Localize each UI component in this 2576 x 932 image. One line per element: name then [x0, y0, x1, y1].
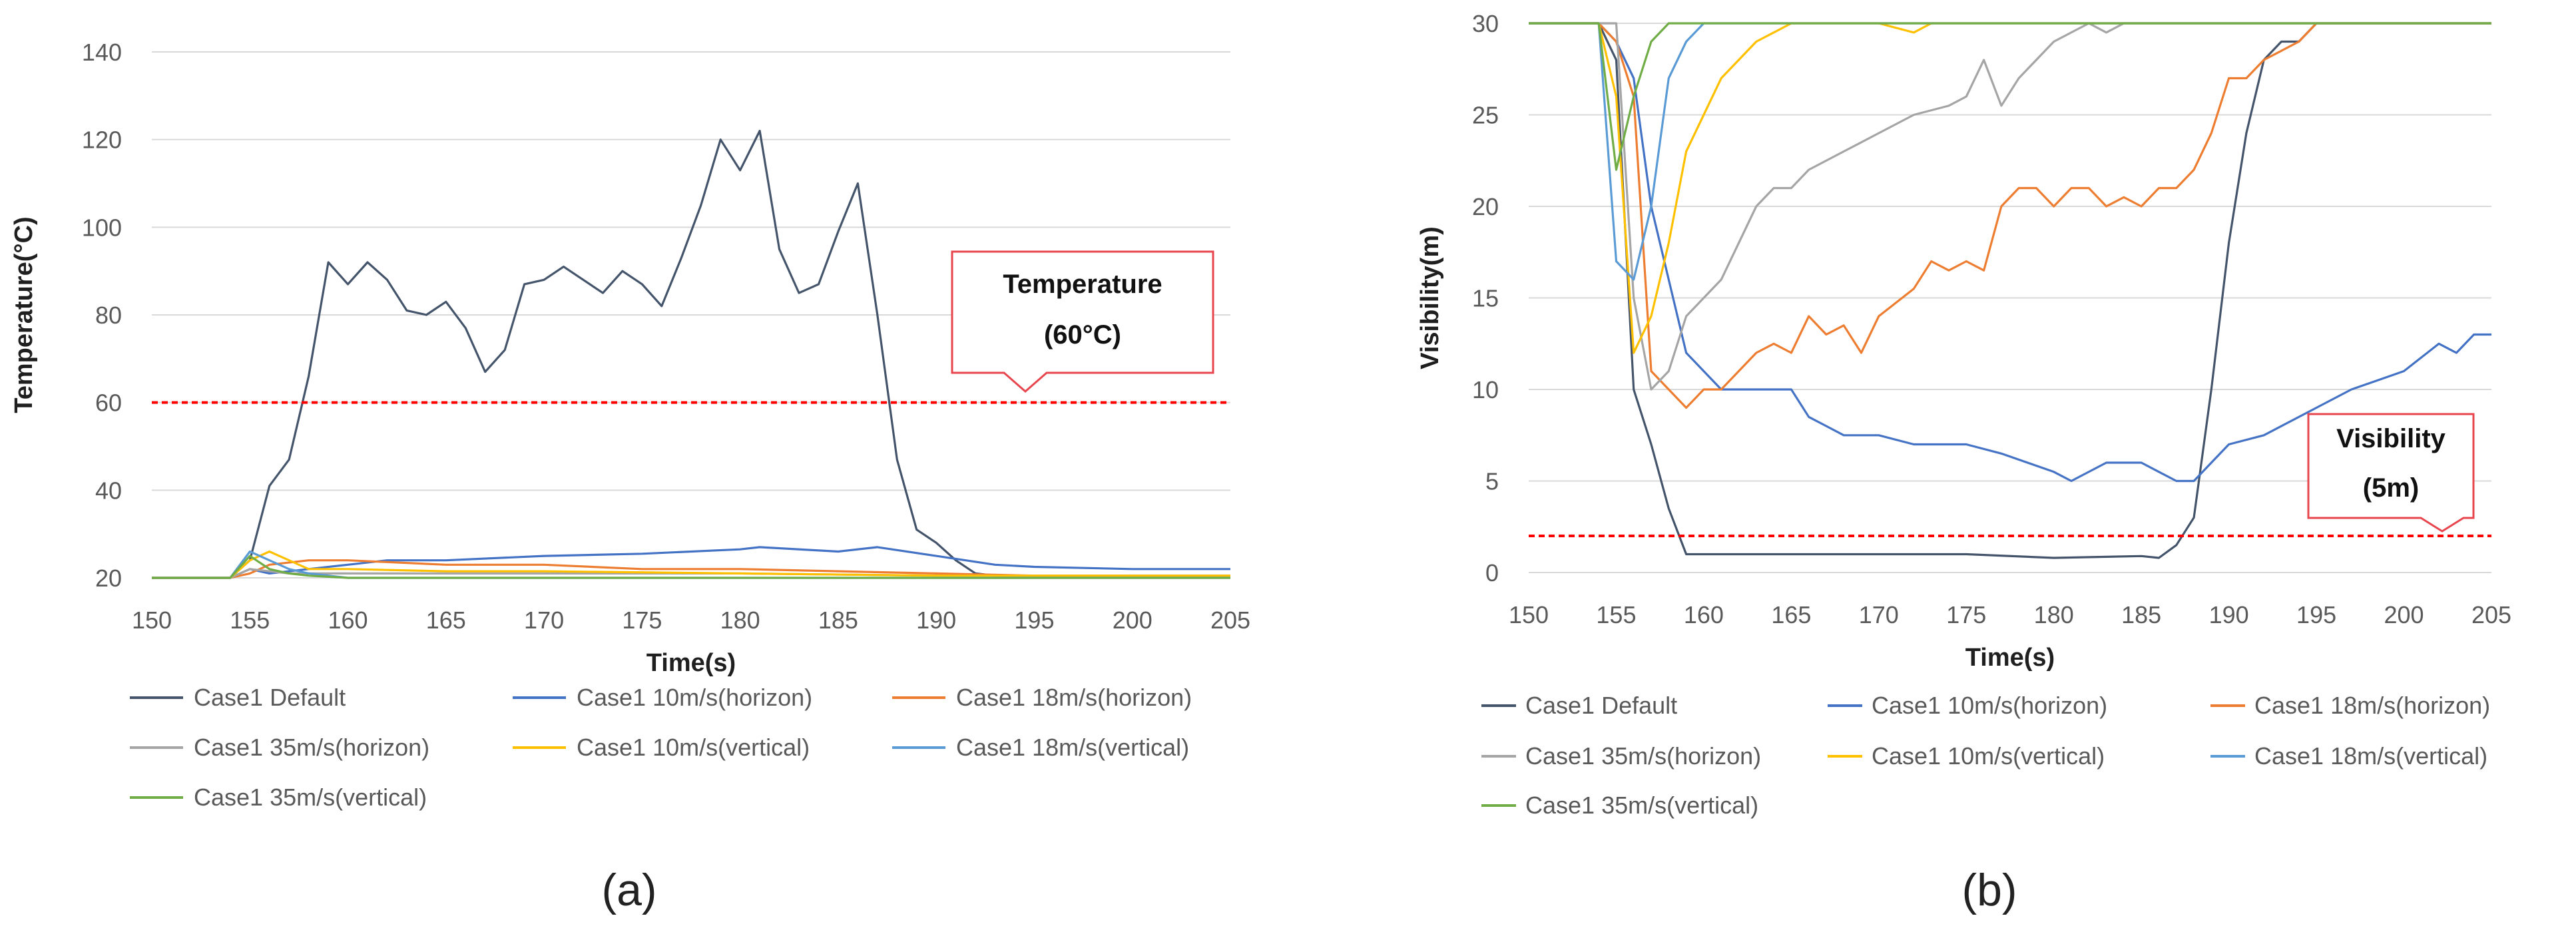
y-tick-label: 5 [1485, 468, 1499, 495]
x-tick-label: 180 [720, 606, 760, 634]
x-tick-label: 150 [1509, 601, 1549, 628]
y-tick-label: 100 [82, 214, 122, 241]
y-tick-label: 25 [1472, 102, 1499, 129]
y-tick-label: 10 [1472, 376, 1499, 403]
x-tick-label: 175 [1946, 601, 1986, 628]
legend-label: Case1 Default [194, 684, 346, 711]
x-tick-label: 190 [916, 606, 956, 634]
panel-label: (a) [601, 865, 656, 915]
x-axis-title: Time(s) [1965, 644, 2055, 672]
x-tick-label: 205 [2471, 601, 2511, 628]
x-tick-label: 185 [2121, 601, 2161, 628]
x-tick-label: 195 [1014, 606, 1054, 634]
series-line-6 [1529, 22, 2491, 281]
legend-label: Case1 10m/s(horizon) [577, 684, 812, 711]
legend-label: Case1 18m/s(vertical) [956, 734, 1189, 761]
callout-label: Temperature [1003, 270, 1162, 299]
chart-panel-a: 20 40 60 80 100 120 140 150 155 160 165 170 175 180 18… [10, 39, 1250, 915]
series-line-3 [1529, 22, 2491, 409]
legend-label: Case1 35m/s(vertical) [1525, 792, 1758, 819]
y-tick-label: 140 [82, 39, 122, 66]
y-tick-label: 0 [1485, 559, 1499, 586]
series-line-7 [152, 555, 1230, 579]
x-tick-label: 170 [1859, 601, 1899, 628]
y-tick-label: 30 [1472, 10, 1499, 37]
legend-label: Case1 35m/s(horizon) [194, 734, 429, 761]
y-tick-label: 20 [95, 565, 122, 592]
x-tick-label: 180 [2034, 601, 2074, 628]
x-tick-label: 190 [2209, 601, 2249, 628]
y-axis-title: Temperature(°C) [10, 216, 38, 413]
x-tick-label: 160 [328, 606, 368, 634]
x-tick-label: 195 [2296, 601, 2336, 628]
legend-label: Case1 10m/s(horizon) [1872, 692, 2107, 719]
threshold-callout [2307, 413, 2475, 533]
y-tick-label: 15 [1472, 285, 1499, 312]
x-tick-label: 160 [1684, 601, 1724, 628]
x-tick-label: 165 [1771, 601, 1811, 628]
series-line-7 [1529, 22, 2491, 171]
chart-panel-b: 0 5 10 15 20 25 30 150 155 160 165 170 175 180 185 190 1… [1416, 10, 2511, 915]
x-axis-title: Time(s) [646, 649, 736, 677]
legend-label: Case1 18m/s(vertical) [2254, 742, 2487, 770]
series-line-1 [152, 129, 1230, 579]
y-tick-label: 60 [95, 389, 122, 417]
series-line-2 [1529, 22, 2491, 483]
x-tick-label: 155 [230, 606, 270, 634]
legend-label: Case1 Default [1525, 692, 1677, 719]
x-tick-label: 205 [1210, 606, 1250, 634]
legend-label: Case1 18m/s(horizon) [2254, 692, 2490, 719]
x-tick-label: 200 [1113, 606, 1153, 634]
callout-label: Visibility [2336, 424, 2446, 453]
x-tick-label: 185 [818, 606, 858, 634]
legend-label: Case1 35m/s(horizon) [1525, 742, 1761, 770]
x-tick-label: 150 [132, 606, 172, 634]
series-line-5 [152, 550, 1230, 579]
y-tick-label: 20 [1472, 193, 1499, 220]
callout-value: (60°C) [1044, 320, 1121, 350]
y-axis-title: Visibility(m) [1416, 226, 1444, 369]
callout-value: (5m) [2363, 473, 2419, 503]
x-tick-label: 165 [426, 606, 466, 634]
x-tick-label: 200 [2384, 601, 2424, 628]
series-line-2 [152, 546, 1230, 579]
panel-label: (b) [1961, 865, 2017, 915]
y-tick-label: 120 [82, 126, 122, 154]
legend-label: Case1 10m/s(vertical) [577, 734, 810, 761]
y-tick-label: 40 [95, 477, 122, 504]
x-tick-label: 170 [524, 606, 564, 634]
x-tick-label: 155 [1596, 601, 1636, 628]
legend-label: Case1 18m/s(horizon) [956, 684, 1192, 711]
series-line-5 [1529, 22, 2491, 354]
legend-label: Case1 35m/s(vertical) [194, 784, 427, 811]
threshold-callout [951, 250, 1214, 393]
y-tick-label: 80 [95, 302, 122, 329]
series-line-4 [1529, 22, 2491, 391]
legend-label: Case1 10m/s(vertical) [1872, 742, 2105, 770]
x-tick-label: 175 [622, 606, 662, 634]
